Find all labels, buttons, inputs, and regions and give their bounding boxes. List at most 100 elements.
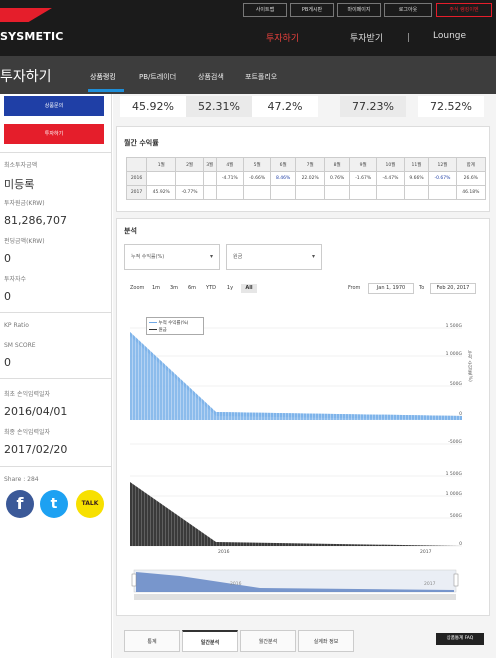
to-date-input[interactable]: Feb 20, 2017 [430, 283, 476, 294]
funding-label: 펀딩금액(KRW) [4, 238, 45, 245]
table-header-cell: 5월 [242, 157, 272, 172]
zoom-1m-button[interactable]: 1m [151, 285, 161, 291]
table-cell [202, 185, 217, 200]
inquiry-button[interactable]: 상품문의 [4, 96, 104, 116]
table-cell: -1.67% [348, 171, 378, 186]
divider [0, 378, 111, 379]
navigator-series [136, 572, 454, 592]
zoom-6m-button[interactable]: 6m [187, 285, 197, 291]
nav-invest[interactable]: 투자하기 [266, 34, 300, 44]
navigator-left-handle[interactable] [131, 573, 137, 587]
table-cell [215, 185, 244, 200]
table-cell-year: 2016 [125, 171, 148, 186]
table-cell: 26.6% [455, 171, 487, 186]
nav-receive-investment[interactable]: 투자받기 [350, 34, 384, 44]
table-header-row: 1월 2월 3월 4월 5월 6월 7월 8월 9월 10월 11월 12월 합… [125, 157, 487, 172]
logo[interactable]: SYSMETIC [0, 30, 64, 43]
y-tick-label: 1 500G [445, 324, 462, 329]
share-count: Share : 284 [4, 476, 39, 483]
navigator-right-handle[interactable] [453, 573, 459, 587]
table-header-cell: 11월 [403, 157, 430, 172]
kakaotalk-icon[interactable]: TALK [76, 490, 104, 518]
y-tick-label: 500G [449, 514, 462, 519]
table-header-cell: 7월 [294, 157, 326, 172]
y-axis-title: 누적 수익률(%) [467, 350, 472, 382]
table-header-cell: 3월 [202, 157, 217, 172]
facebook-icon[interactable]: f [6, 490, 34, 518]
table-header-cell: 9월 [348, 157, 378, 172]
nav-lounge[interactable]: Lounge [433, 31, 467, 41]
min-investment-label: 최소투자금액 [4, 162, 38, 169]
last-entry-label: 최종 손익입력일자 [4, 429, 51, 436]
zoom-ytd-button[interactable]: YTD [206, 285, 216, 291]
analysis-title: 분석 [124, 227, 137, 235]
table-cell [324, 185, 350, 200]
y-tick-label: -500G [448, 440, 462, 445]
page-title: 투자하기 [0, 69, 52, 85]
divider [0, 466, 111, 467]
twitter-icon[interactable]: t [40, 490, 68, 518]
util-link-sitemap[interactable]: 사이트맵 [243, 3, 287, 17]
invest-button[interactable]: 투자하기 [4, 124, 104, 144]
chevron-down-icon: ▾ [311, 253, 315, 260]
zoom-3m-button[interactable]: 3m [169, 285, 179, 291]
table-cell [270, 185, 296, 200]
subnav-product-ranking[interactable]: 상품랭킹 [90, 73, 116, 81]
subnav-product-search[interactable]: 상품검색 [198, 73, 224, 81]
table-header-cell: 합계 [455, 157, 487, 172]
to-label: To [419, 285, 425, 291]
tab-account-info[interactable]: 실계좌 정보 [298, 630, 354, 652]
table-cell [146, 171, 177, 186]
divider [0, 152, 111, 153]
tab-monthly-analysis[interactable]: 월간분석 [240, 630, 296, 652]
tab-statistics[interactable]: 통계 [124, 630, 180, 652]
subnav-portfolio[interactable]: 포트폴리오 [245, 73, 278, 81]
return-value: 45.92% [120, 96, 186, 117]
metric-select[interactable]: 누적 수익률(%) ▾ [124, 244, 220, 270]
table-cell: -4.71% [215, 171, 244, 186]
table-header-cell: 6월 [270, 157, 296, 172]
investor-count-label: 투자자수 [4, 276, 27, 283]
table-cell [175, 171, 204, 186]
util-link-mypage[interactable]: 마이페이지 [337, 3, 381, 17]
table-cell [242, 185, 272, 200]
first-entry-label: 최초 손익입력일자 [4, 391, 51, 398]
sub-header: 투자하기 상품랭킹 PB/트레이더 상품검색 포트폴리오 [0, 56, 496, 94]
table-header-cell: 10월 [376, 157, 405, 172]
y-tick-label: 1 000G [445, 352, 462, 357]
y-tick-label: 500G [449, 382, 462, 387]
util-link-pb-board[interactable]: PB게시판 [290, 3, 334, 17]
legend-item-principal[interactable]: 원금 [149, 327, 167, 333]
principal-value: 81,286,707 [4, 214, 67, 227]
legend-label: 원금 [158, 328, 167, 333]
y-tick-label: 1 500G [445, 472, 462, 477]
compare-select[interactable]: 원금 ▾ [226, 244, 322, 270]
principal-area [130, 482, 462, 546]
from-label: From [348, 285, 361, 291]
table-row: 2017 45.92% -0.77% 46.18% [125, 185, 487, 200]
kp-ratio-label: KP Ratio [4, 322, 29, 329]
investor-count-value: 0 [4, 290, 11, 303]
table-cell: -0.77% [175, 185, 204, 200]
return-value: 47.2% [252, 96, 318, 117]
from-date-input[interactable]: Jan 1, 1970 [368, 283, 414, 294]
tab-daily-analysis[interactable]: 일간분석 [182, 630, 238, 652]
return-value: 52.31% [186, 96, 252, 117]
faq-button[interactable]: 상품통계 FAQ [436, 633, 484, 645]
return-value: 77.23% [340, 96, 406, 117]
navigator-scrollbar[interactable] [134, 594, 456, 600]
table-cell: 22.02% [294, 171, 326, 186]
top-header: SYSMETIC 사이트맵 PB게시판 마이페이지 로그아웃 주식 랭킹이벤 투… [0, 0, 496, 56]
chevron-down-icon: ▾ [209, 253, 213, 260]
table-cell [294, 185, 326, 200]
legend-item-return[interactable]: 누적 수익률(%) [149, 320, 188, 326]
returns-chart[interactable] [120, 300, 490, 610]
util-link-event[interactable]: 주식 랭킹이벤 [436, 3, 492, 17]
legend-swatch [149, 322, 157, 323]
subnav-pb-trader[interactable]: PB/트레이더 [139, 73, 177, 81]
funding-value: 0 [4, 252, 11, 265]
zoom-1y-button[interactable]: 1y [226, 285, 234, 291]
navigator-tick-label: 2017 [424, 582, 436, 587]
util-link-logout[interactable]: 로그아웃 [384, 3, 432, 17]
zoom-all-button[interactable]: All [241, 284, 257, 293]
